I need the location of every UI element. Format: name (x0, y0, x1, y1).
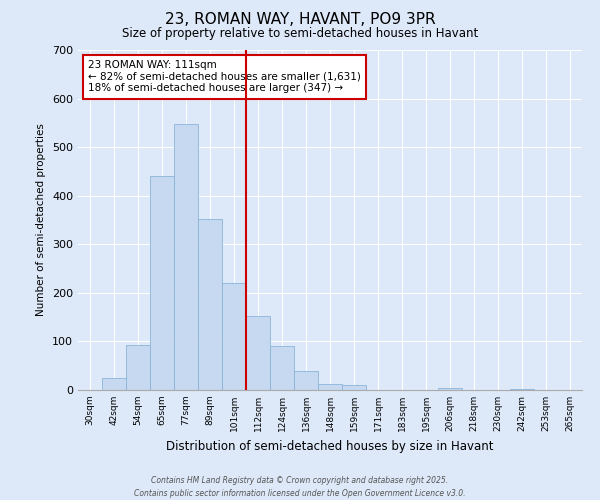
Text: 23, ROMAN WAY, HAVANT, PO9 3PR: 23, ROMAN WAY, HAVANT, PO9 3PR (164, 12, 436, 28)
Bar (510, 388, 534, 390)
Bar (342, 385, 366, 390)
Bar (102, 378, 126, 390)
Bar (246, 316, 270, 390)
Bar (150, 176, 174, 390)
Bar (294, 370, 318, 390)
Bar (270, 346, 294, 390)
Bar (126, 345, 150, 390)
Text: 23 ROMAN WAY: 111sqm
← 82% of semi-detached houses are smaller (1,631)
18% of se: 23 ROMAN WAY: 111sqm ← 82% of semi-detac… (88, 60, 361, 94)
Bar (174, 124, 198, 390)
Bar (222, 283, 246, 390)
Y-axis label: Number of semi-detached properties: Number of semi-detached properties (37, 124, 46, 316)
Text: Size of property relative to semi-detached houses in Havant: Size of property relative to semi-detach… (122, 28, 478, 40)
Text: Contains HM Land Registry data © Crown copyright and database right 2025.
Contai: Contains HM Land Registry data © Crown c… (134, 476, 466, 498)
Bar (198, 219, 222, 390)
X-axis label: Distribution of semi-detached houses by size in Havant: Distribution of semi-detached houses by … (166, 440, 494, 452)
Bar (438, 388, 462, 390)
Bar (318, 384, 342, 390)
